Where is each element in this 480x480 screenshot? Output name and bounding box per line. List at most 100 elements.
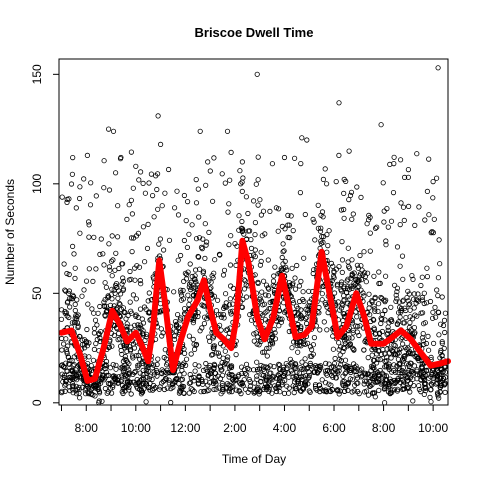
data-point [418,376,424,382]
data-point [227,382,233,388]
data-point [411,363,418,369]
data-point [405,384,411,390]
data-point [172,205,178,211]
data-point [229,372,235,379]
data-point [237,168,243,174]
data-point [179,385,185,391]
data-point [121,309,127,315]
data-point [258,362,264,369]
data-point [411,370,417,376]
data-point [239,188,245,194]
data-point [345,379,351,386]
data-point [228,311,234,317]
data-point [291,155,298,161]
data-point [300,289,306,295]
data-point [424,265,430,271]
data-point [256,342,262,348]
data-point [94,322,100,328]
data-point [424,273,430,280]
data-point [223,291,229,297]
data-point [348,369,354,376]
data-point [181,360,187,366]
data-point [251,367,257,373]
data-point [339,381,346,387]
data-point [139,316,145,322]
data-point [430,309,436,315]
data-point [397,263,403,269]
data-point [299,366,305,372]
data-point [432,314,439,320]
data-point [331,269,337,275]
data-point [349,257,355,263]
data-point [148,171,154,177]
data-point [289,345,295,351]
data-point [179,376,186,382]
data-point [192,276,198,282]
data-point [208,285,214,291]
data-point [59,388,65,394]
data-point [362,378,368,384]
data-point [394,285,400,291]
data-point [113,280,120,287]
data-point [406,302,412,308]
data-point [62,365,68,371]
data-point [228,364,235,371]
x-tick-label: 2:00 [223,421,247,435]
data-point [323,301,329,308]
data-point [69,357,75,364]
data-point [238,181,244,187]
data-point [372,370,378,377]
data-point [138,169,144,175]
data-point [86,234,92,240]
data-point [346,148,352,154]
data-point [66,361,72,367]
data-point [93,193,99,199]
data-point [371,303,377,309]
data-point [107,365,114,371]
data-point [109,343,115,349]
data-point [70,383,76,390]
data-point [338,279,345,285]
data-point [69,368,75,374]
data-point [264,345,270,351]
data-point [226,201,232,207]
data-point [84,339,90,346]
data-point [114,284,120,290]
x-tick-label: 8:00 [372,421,396,435]
data-point [199,246,205,252]
data-point [373,379,379,385]
data-point [341,388,347,394]
data-point [200,236,206,242]
data-point [358,194,364,200]
data-point [145,309,151,316]
data-point [284,365,290,371]
data-point [115,203,121,209]
data-point [350,345,356,351]
data-point [77,195,83,202]
data-point [357,370,363,376]
data-point [371,390,377,396]
data-point [106,264,113,270]
data-point [119,281,125,287]
data-point [101,185,107,191]
data-point [292,275,298,281]
data-point [420,321,427,327]
data-point [367,230,373,236]
data-point [322,387,329,393]
data-point [147,387,153,393]
data-point [376,387,382,393]
data-point [211,343,218,349]
data-point [268,375,274,381]
data-point [382,358,388,364]
data-point [226,242,232,248]
data-point [391,282,398,288]
data-point [432,304,438,310]
data-point [255,384,261,390]
data-point [191,388,197,395]
data-point [86,266,92,272]
data-point [248,245,255,251]
data-point [436,395,442,401]
data-point [307,344,313,350]
data-point [174,188,180,194]
data-point [242,278,248,284]
